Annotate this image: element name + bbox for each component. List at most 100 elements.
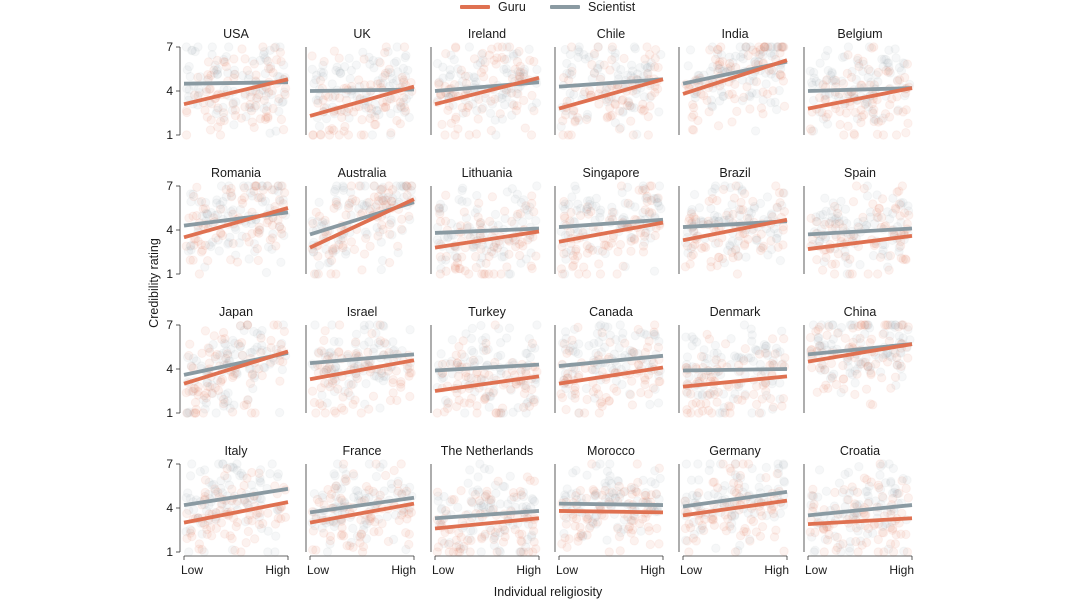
data-point (901, 105, 911, 115)
data-point (326, 255, 337, 266)
data-point (852, 55, 863, 66)
data-point (373, 196, 384, 206)
data-point (602, 113, 612, 123)
data-point (185, 471, 196, 481)
data-point (730, 79, 740, 90)
data-point (884, 62, 894, 72)
data-point (396, 102, 407, 113)
data-point (520, 123, 530, 133)
data-point (749, 76, 759, 86)
data-point (357, 265, 367, 275)
data-point (775, 69, 786, 80)
data-point (682, 352, 693, 362)
data-point (380, 68, 391, 78)
data-point (605, 65, 615, 75)
data-point (898, 254, 908, 265)
data-point (395, 97, 406, 108)
data-point (215, 116, 226, 127)
data-point (506, 385, 516, 395)
data-point (184, 61, 194, 72)
data-point (464, 42, 475, 52)
data-point (759, 42, 770, 52)
panel-title: Turkey (468, 305, 506, 319)
data-point (352, 486, 363, 497)
data-point (367, 130, 378, 140)
data-point (574, 47, 584, 57)
data-point (833, 203, 843, 214)
panel-italy (176, 459, 291, 560)
data-point (768, 86, 778, 96)
data-point (255, 192, 265, 203)
data-point (842, 68, 853, 79)
x-tick-label-low: Low (307, 563, 329, 577)
data-point (450, 130, 460, 140)
data-point (255, 330, 266, 340)
data-point (368, 347, 378, 357)
data-point (726, 359, 736, 370)
data-point (263, 181, 273, 191)
data-point (760, 42, 770, 52)
panel-title: France (343, 444, 382, 458)
data-point (779, 188, 789, 198)
data-point (380, 70, 390, 81)
data-point (709, 520, 720, 530)
data-point (838, 374, 848, 384)
data-point (843, 121, 853, 131)
data-point (714, 64, 725, 74)
data-point (779, 101, 790, 112)
data-point (768, 356, 778, 366)
data-point (359, 249, 370, 259)
data-point (712, 49, 723, 59)
data-point (698, 90, 709, 101)
data-point (191, 356, 202, 366)
data-point (532, 64, 542, 75)
data-point (246, 103, 256, 113)
data-point (339, 62, 350, 72)
data-point (887, 94, 897, 104)
data-point (226, 192, 237, 202)
data-point (206, 70, 216, 81)
data-point (849, 129, 859, 139)
data-point (696, 216, 706, 226)
x-tick-label-high: High (265, 563, 290, 577)
data-point (875, 470, 885, 480)
data-point (405, 391, 415, 402)
data-point (653, 62, 663, 73)
panel-morocco (554, 459, 665, 560)
data-point (319, 56, 329, 67)
data-point (202, 209, 213, 220)
data-point (397, 214, 407, 224)
data-point (465, 465, 475, 475)
panel-title: Chile (597, 27, 626, 41)
data-point (759, 42, 769, 52)
data-point (776, 64, 786, 74)
data-point (512, 101, 522, 111)
data-point (469, 242, 479, 252)
data-point (361, 103, 371, 113)
data-point (268, 103, 278, 114)
data-point (314, 260, 325, 271)
data-point (778, 42, 788, 52)
data-point (759, 42, 770, 52)
data-point (401, 50, 411, 61)
data-point (863, 64, 874, 75)
data-point (237, 195, 247, 205)
data-point (650, 87, 660, 98)
data-point (323, 92, 334, 102)
data-point (398, 92, 409, 103)
data-point (561, 254, 571, 264)
data-point (729, 351, 740, 361)
data-point (735, 530, 746, 541)
data-point (221, 184, 231, 195)
data-point (202, 209, 213, 219)
data-point (726, 334, 736, 344)
data-point (863, 269, 873, 279)
data-point (621, 361, 631, 372)
data-point (392, 115, 402, 126)
data-point (215, 130, 226, 140)
data-point (697, 390, 707, 401)
data-point (213, 103, 223, 113)
y-tick-label: 4 (166, 501, 173, 515)
data-point (439, 538, 449, 549)
x-tick-label-low: Low (680, 563, 702, 577)
